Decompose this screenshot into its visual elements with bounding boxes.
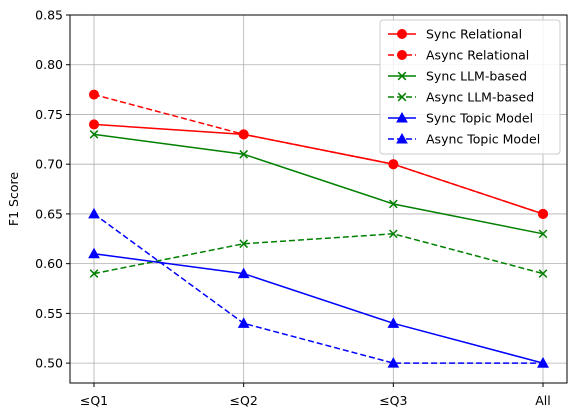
- axis-ticks: 0.50 0.55 0.60 0.65 0.70 0.75 0.80 0.85 ≤Q1 ≤Q2 ≤Q…: [35, 8, 551, 409]
- legend-item: Async Relational: [388, 48, 529, 63]
- data-point: [89, 89, 99, 100]
- legend-item: Sync Topic Model: [388, 111, 533, 126]
- legend: Sync Relational Async Relational Sync LLM-…: [379, 19, 561, 155]
- series-line: [93, 133, 544, 235]
- series-3: [89, 229, 548, 278]
- legend-marker: [396, 132, 408, 144]
- legend-marker: [397, 29, 407, 39]
- y-tick-label: 0.65: [35, 206, 63, 221]
- series-line: [93, 93, 544, 215]
- series-4: [88, 247, 549, 368]
- data-point: [537, 357, 549, 368]
- y-tick-label: 0.55: [35, 306, 63, 321]
- legend-marker: [397, 71, 407, 81]
- series-line: [93, 213, 543, 364]
- x-tick-label: ≤Q1: [80, 393, 108, 408]
- series-line: [93, 233, 544, 275]
- y-tick-label: 0.70: [35, 157, 63, 172]
- x-tick-label: ≤Q3: [379, 393, 407, 408]
- data-point: [88, 247, 100, 259]
- data-point: [387, 357, 400, 368]
- data-point: [237, 267, 250, 279]
- data-point: [239, 149, 248, 159]
- series-5: [88, 207, 549, 368]
- legend-marker: [397, 50, 407, 60]
- legend-label: Sync LLM-based: [426, 69, 527, 84]
- data-point: [538, 229, 548, 239]
- legend-item: Async Topic Model: [388, 132, 540, 147]
- series-1: [89, 89, 548, 219]
- data-point: [389, 229, 398, 239]
- legend-item: Sync LLM-based: [388, 69, 527, 84]
- data-point: [389, 199, 398, 209]
- data-point: [89, 130, 99, 139]
- legend-marker: [397, 92, 407, 102]
- data-point: [88, 207, 100, 219]
- y-tick-label: 0.60: [35, 256, 63, 271]
- legend-label: Sync Relational: [426, 27, 522, 42]
- series-lines: [88, 89, 549, 368]
- series-2: [89, 130, 548, 239]
- data-point: [238, 129, 249, 140]
- axes-frame: [69, 14, 568, 384]
- legend-label: Async Relational: [426, 48, 529, 63]
- data-point: [89, 119, 99, 130]
- legend-marker: [396, 111, 408, 123]
- data-point: [237, 317, 250, 328]
- y-tick-label: 0.85: [35, 8, 63, 23]
- series-line: [93, 252, 544, 364]
- legend-item: Async LLM-based: [388, 90, 534, 105]
- data-point: [89, 269, 99, 278]
- x-tick-label: All: [535, 393, 551, 408]
- data-point: [387, 317, 400, 328]
- data-point: [538, 208, 548, 219]
- legend-box: [379, 19, 561, 155]
- series-line: [93, 123, 544, 215]
- y-axis-label: F1 Score: [6, 172, 21, 226]
- y-tick-label: 0.80: [35, 57, 63, 72]
- legend-item: Sync Relational: [388, 27, 522, 42]
- legend-label: Sync Topic Model: [426, 111, 533, 126]
- legend-label: Async LLM-based: [426, 90, 534, 105]
- x-tick-label: ≤Q2: [230, 393, 258, 408]
- data-point: [239, 239, 248, 249]
- data-point: [388, 159, 399, 170]
- data-point: [538, 269, 548, 278]
- legend-label: Async Topic Model: [426, 132, 540, 147]
- y-tick-label: 0.50: [35, 356, 63, 371]
- y-tick-label: 0.75: [35, 107, 63, 122]
